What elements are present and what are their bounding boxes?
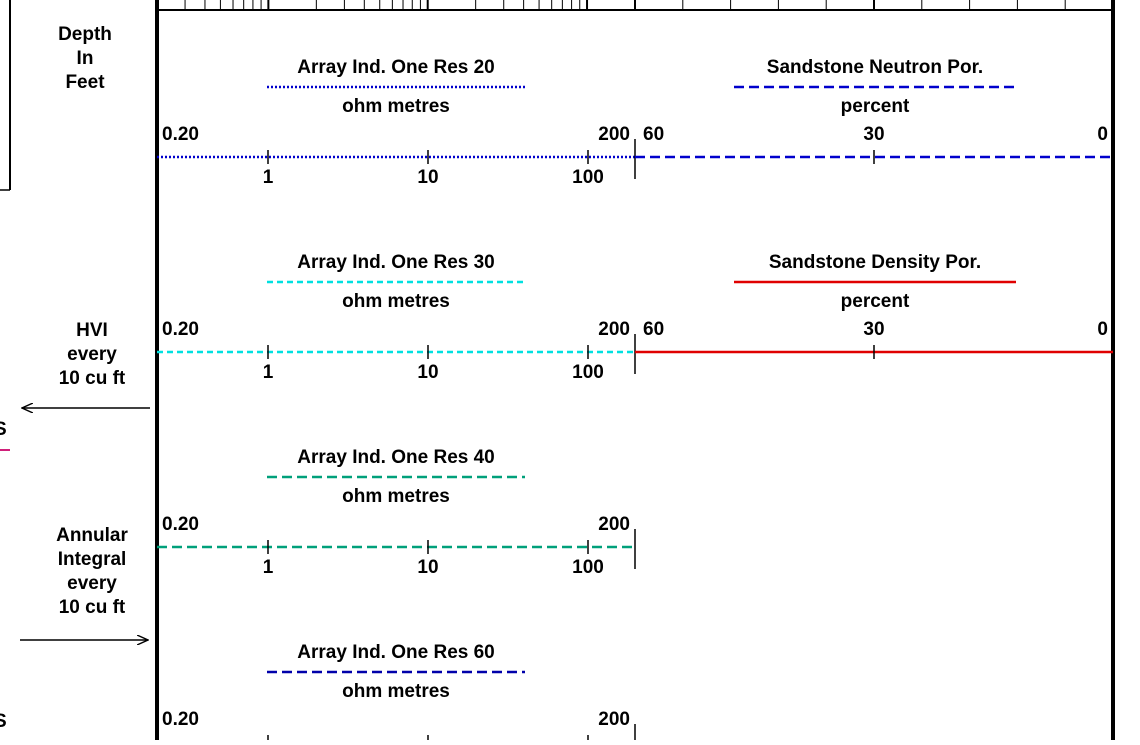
curve-name: Array Ind. One Res 40 <box>297 447 494 468</box>
scale-max: 200 <box>598 124 630 145</box>
edge-mark: S <box>0 419 7 440</box>
scale-max: 200 <box>598 514 630 535</box>
scale-label: 30 <box>863 319 884 340</box>
decade-label: 100 <box>572 167 604 188</box>
curve-unit: ohm metres <box>342 681 450 702</box>
curve-name: Sandstone Neutron Por. <box>767 57 983 78</box>
curve-unit: percent <box>841 96 910 117</box>
scale-label: 60 <box>643 124 664 145</box>
decade-label: 100 <box>572 557 604 578</box>
scale-min: 0.20 <box>162 514 199 535</box>
curve-name: Sandstone Density Por. <box>769 252 981 273</box>
scale-min: 0.20 <box>162 709 199 730</box>
decade-label: 1 <box>263 167 274 188</box>
annular-label: Integral <box>58 549 127 570</box>
edge-mark: S <box>0 711 7 732</box>
scale-max: 200 <box>598 709 630 730</box>
depth-header: Feet <box>65 72 105 93</box>
curve-name: Array Ind. One Res 60 <box>297 642 494 663</box>
scale-label: 0 <box>1097 124 1108 145</box>
scale-label: 0 <box>1097 319 1108 340</box>
annular-label: Annular <box>56 525 128 546</box>
scale-label: 30 <box>863 124 884 145</box>
curve-unit: percent <box>841 291 910 312</box>
hvi-label: 10 cu ft <box>59 368 126 389</box>
annular-label: 10 cu ft <box>59 597 126 618</box>
curve-name: Array Ind. One Res 30 <box>297 252 494 273</box>
curve-unit: ohm metres <box>342 96 450 117</box>
depth-header: Depth <box>58 24 112 45</box>
curve-unit: ohm metres <box>342 486 450 507</box>
decade-label: 1 <box>263 557 274 578</box>
curve-name: Array Ind. One Res 20 <box>297 57 494 78</box>
curve-unit: ohm metres <box>342 291 450 312</box>
decade-label: 100 <box>572 362 604 383</box>
scale-min: 0.20 <box>162 319 199 340</box>
scale-max: 200 <box>598 319 630 340</box>
decade-label: 10 <box>417 557 438 578</box>
hvi-label: HVI <box>76 320 108 341</box>
scale-min: 0.20 <box>162 124 199 145</box>
annular-label: every <box>67 573 117 594</box>
decade-label: 10 <box>417 167 438 188</box>
decade-label: 1 <box>263 362 274 383</box>
hvi-label: every <box>67 344 117 365</box>
depth-header: In <box>77 48 94 69</box>
scale-label: 60 <box>643 319 664 340</box>
decade-label: 10 <box>417 362 438 383</box>
